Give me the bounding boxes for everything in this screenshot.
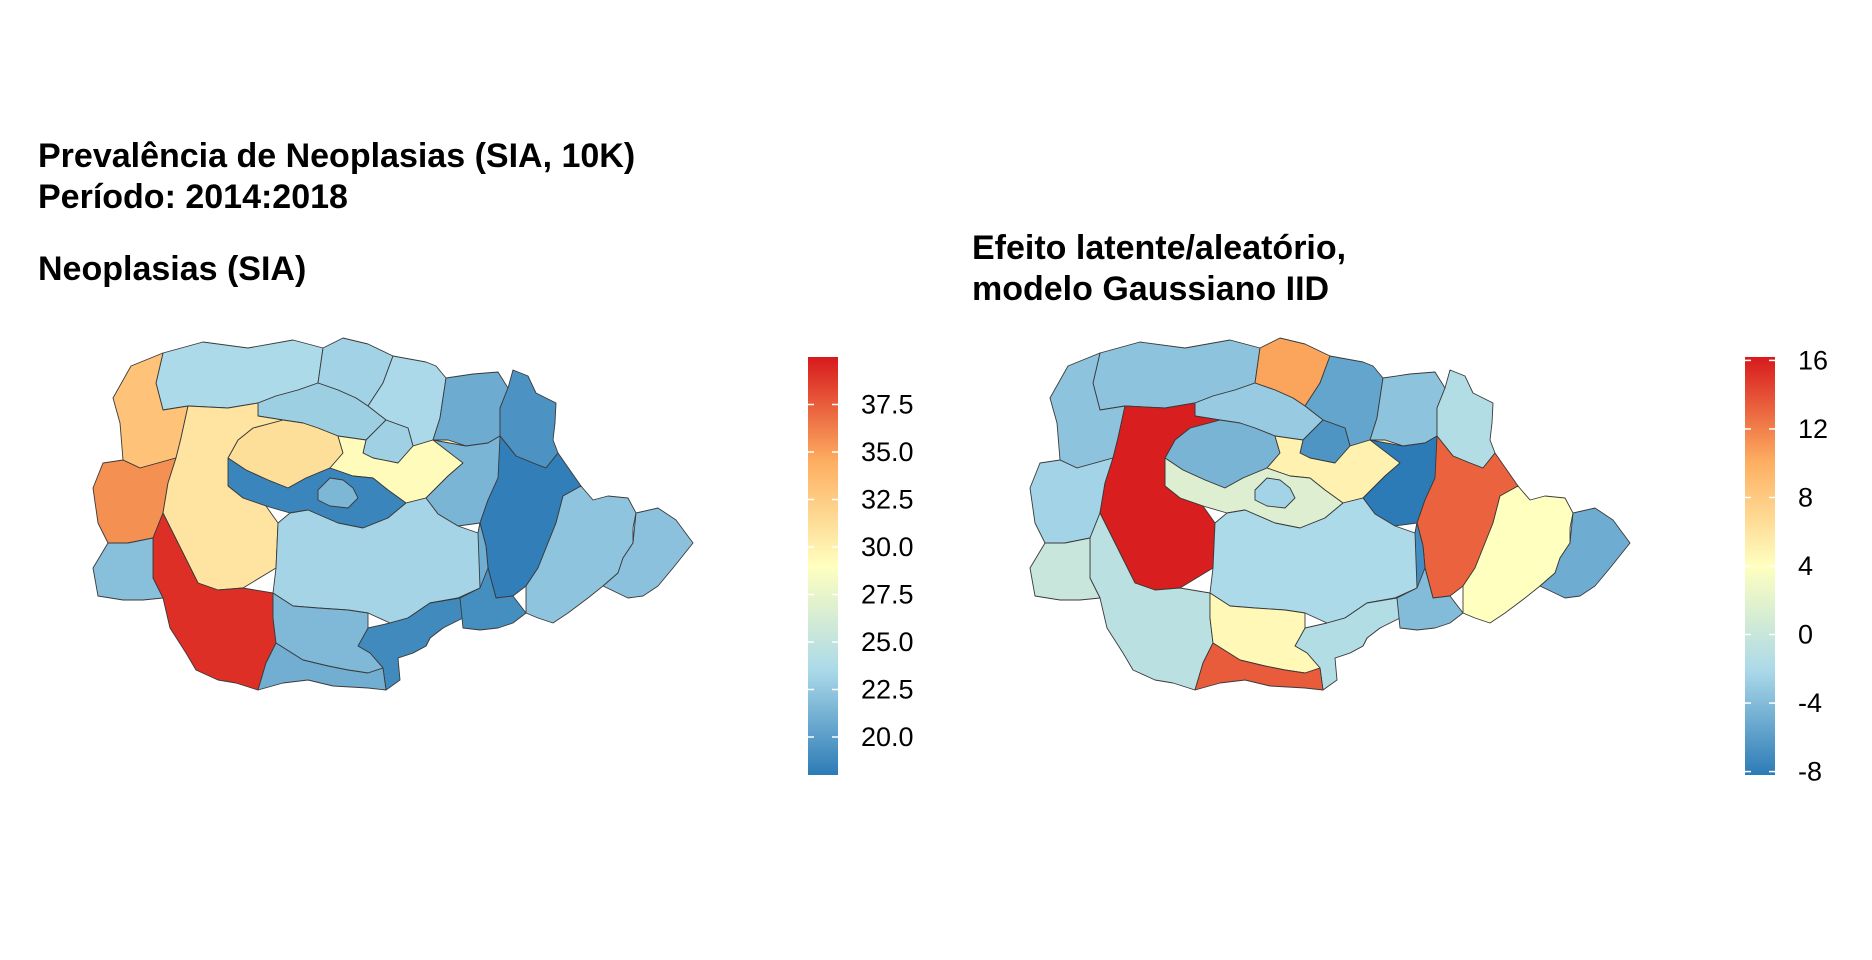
efeito-latente-region-23 bbox=[1462, 485, 1574, 624]
efeito-latente-region-15 bbox=[1099, 402, 1221, 591]
left-map-title: Neoplasias (SIA) bbox=[38, 250, 307, 288]
efeito-latente-legend-tick-label: 8 bbox=[1798, 482, 1813, 512]
main-title-line1: Prevalência de Neoplasias (SIA, 10K) bbox=[38, 137, 636, 175]
efeito-latente-legend-tick-label: 4 bbox=[1798, 551, 1813, 581]
neoplasias-legend-tick-label: 27.5 bbox=[861, 580, 914, 610]
efeito-latente-legend-tick-label: -8 bbox=[1798, 757, 1822, 787]
neoplasias-legend-tick-label: 35.0 bbox=[861, 437, 914, 467]
efeito-latente-region-17 bbox=[1029, 537, 1101, 601]
neoplasias-legend-colorbar bbox=[808, 357, 838, 775]
efeito-latente-region-24 bbox=[1539, 507, 1631, 599]
efeito-latente-region-26 bbox=[1194, 642, 1324, 691]
neoplasias-choropleth-map bbox=[92, 337, 694, 691]
efeito-latente-legend-tick-label: -4 bbox=[1798, 688, 1822, 718]
latent-effect-choropleth-map bbox=[1029, 337, 1631, 691]
efeito-latente-region-25 bbox=[1254, 477, 1296, 509]
neoplasias-region-15 bbox=[162, 402, 284, 591]
neoplasias-legend-tick-label: 37.5 bbox=[861, 390, 914, 420]
neoplasias-region-26 bbox=[257, 642, 387, 691]
efeito-latente-legend-tick-label: 16 bbox=[1798, 345, 1828, 375]
neoplasias-legend-tick-label: 25.0 bbox=[861, 627, 914, 657]
efeito-latente-legend-tick-label: 12 bbox=[1798, 414, 1828, 444]
right-map-title: Efeito latente/aleatório, modelo Gaussia… bbox=[972, 228, 1346, 310]
neoplasias-region-24 bbox=[602, 507, 694, 599]
neoplasias-legend: 20.0 22.5 25.0 27.5 30.0 32.5 35.0 37.5 bbox=[808, 357, 914, 775]
right-map-title-line1: Efeito latente/aleatório, bbox=[972, 229, 1347, 267]
main-title: Prevalência de Neoplasias (SIA, 10K) Per… bbox=[38, 136, 635, 218]
latent-effect-legend: -8 -4 0 4 8 12 16 bbox=[1745, 345, 1828, 787]
main-title-line2: Período: 2014:2018 bbox=[38, 178, 348, 216]
efeito-latente-legend-tick-label: 0 bbox=[1798, 620, 1813, 650]
neoplasias-legend-tick-label: 30.0 bbox=[861, 532, 914, 562]
neoplasias-region-25 bbox=[317, 477, 359, 509]
neoplasias-region-17 bbox=[92, 537, 164, 601]
neoplasias-legend-tick-label: 22.5 bbox=[861, 675, 914, 705]
neoplasias-legend-tick-label: 32.5 bbox=[861, 485, 914, 515]
neoplasias-legend-tick-label: 20.0 bbox=[861, 722, 914, 752]
right-map-title-line2: modelo Gaussiano IID bbox=[972, 270, 1330, 308]
neoplasias-region-23 bbox=[525, 485, 637, 624]
